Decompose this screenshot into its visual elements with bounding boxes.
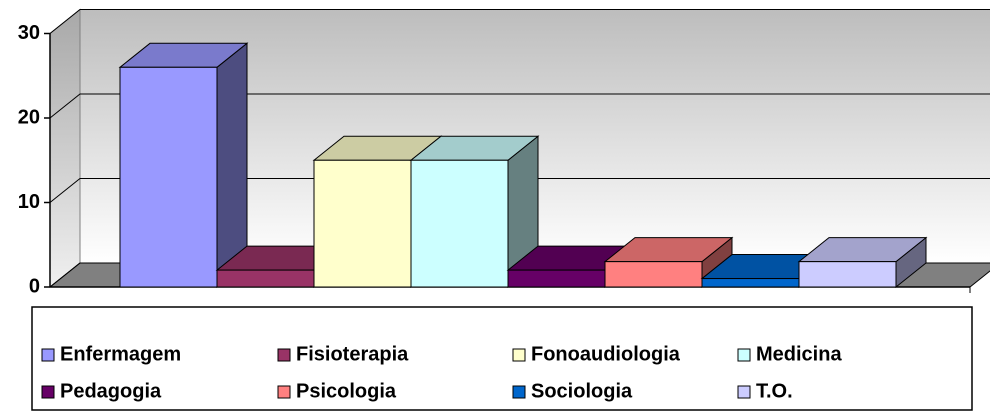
legend-label: Fisioterapia xyxy=(296,343,409,365)
legend-swatch xyxy=(512,348,526,362)
legend-swatch xyxy=(277,348,291,362)
legend-swatch xyxy=(41,348,55,362)
legend-swatch xyxy=(737,385,751,399)
y-tick-label: 20 xyxy=(18,106,40,128)
legend-label: Pedagogia xyxy=(60,380,162,402)
legend-label: Medicina xyxy=(756,343,842,365)
legend-label: Psicologia xyxy=(296,380,397,402)
y-tick-label: 30 xyxy=(18,22,40,44)
side-wall xyxy=(49,8,81,289)
grid-line xyxy=(49,93,990,119)
bar xyxy=(119,66,218,288)
bar xyxy=(410,159,509,288)
bar xyxy=(313,159,412,288)
bar xyxy=(798,261,897,288)
y-tick-label: 10 xyxy=(18,191,40,213)
legend-swatch xyxy=(277,385,291,399)
bars xyxy=(118,42,928,289)
bar xyxy=(507,269,606,288)
legend-swatch xyxy=(512,385,526,399)
legend-swatch xyxy=(41,385,55,399)
legend-label: T.O. xyxy=(756,380,793,402)
y-tick-label: 0 xyxy=(29,275,40,297)
legend-label: Sociologia xyxy=(531,380,633,402)
grid-line xyxy=(49,9,990,34)
legend-swatch xyxy=(737,348,751,362)
bar xyxy=(604,261,703,288)
legend-label: Fonoaudiologia xyxy=(531,343,681,365)
grid-line xyxy=(49,178,990,203)
bar xyxy=(701,278,800,288)
bar xyxy=(216,269,315,288)
legend-label: Enfermagem xyxy=(60,343,181,365)
legend-box xyxy=(31,306,973,411)
